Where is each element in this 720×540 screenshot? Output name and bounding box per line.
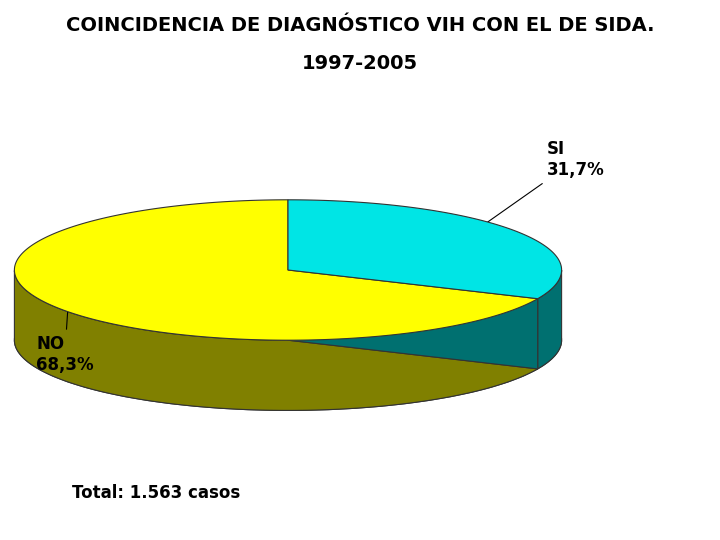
Text: NO
68,3%: NO 68,3% [36,287,94,374]
Ellipse shape [14,270,562,410]
Text: 1997-2005: 1997-2005 [302,54,418,73]
Text: SI
31,7%: SI 31,7% [462,140,605,240]
Polygon shape [288,200,562,299]
Text: Total: 1.563 casos: Total: 1.563 casos [72,484,240,502]
Text: COINCIDENCIA DE DIAGNÓSTICO VIH CON EL DE SIDA.: COINCIDENCIA DE DIAGNÓSTICO VIH CON EL D… [66,16,654,35]
Polygon shape [14,271,538,410]
Polygon shape [14,200,538,340]
Polygon shape [538,270,562,369]
Polygon shape [288,270,538,369]
Polygon shape [288,270,538,369]
